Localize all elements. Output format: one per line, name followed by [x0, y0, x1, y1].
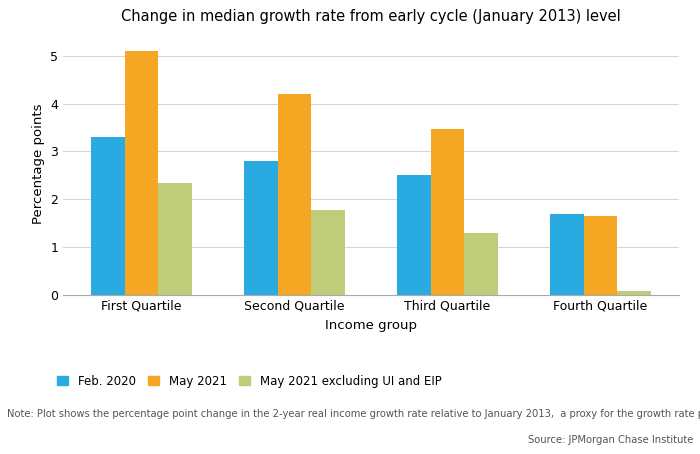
Bar	[244, 161, 278, 295]
X-axis label: Income group: Income group	[325, 319, 417, 331]
Bar	[91, 137, 125, 295]
Bar	[278, 94, 312, 295]
Bar	[158, 183, 192, 295]
Bar	[464, 233, 498, 295]
Bar	[550, 214, 584, 295]
Bar	[397, 175, 430, 295]
Bar	[617, 291, 651, 295]
Y-axis label: Percentage points: Percentage points	[32, 103, 45, 224]
Bar	[312, 210, 345, 295]
Text: Source: JPMorgan Chase Institute: Source: JPMorgan Chase Institute	[528, 435, 693, 445]
Title: Change in median growth rate from early cycle (January 2013) level: Change in median growth rate from early …	[121, 9, 621, 24]
Legend: Feb. 2020, May 2021, May 2021 excluding UI and EIP: Feb. 2020, May 2021, May 2021 excluding …	[57, 375, 442, 388]
Bar	[584, 216, 617, 295]
Bar	[430, 129, 464, 295]
Text: Note: Plot shows the percentage point change in the 2-year real income growth ra: Note: Plot shows the percentage point ch…	[7, 409, 700, 419]
Bar	[125, 51, 158, 295]
